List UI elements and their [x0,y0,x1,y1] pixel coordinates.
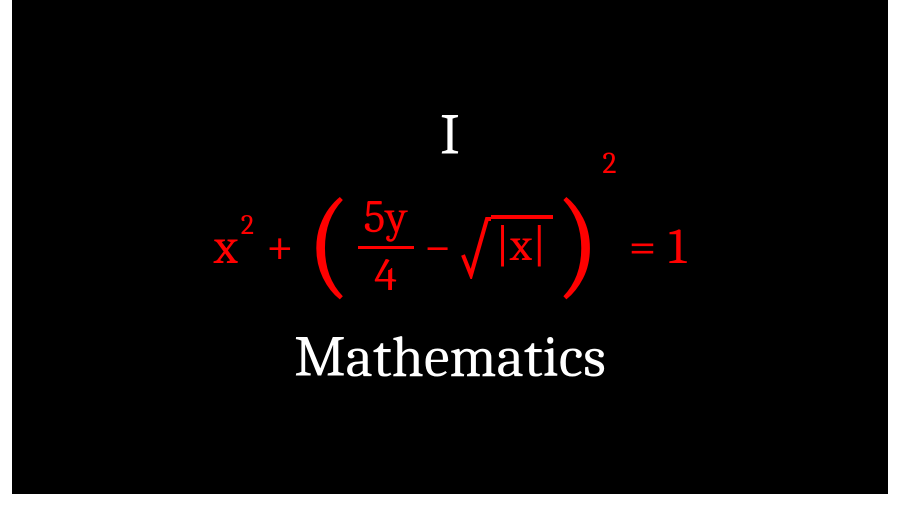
fraction-numerator: 5y [358,191,414,246]
plus-sign: + [266,222,294,272]
right-paren: ) [555,195,601,291]
fraction-5y-over-4: 5y 4 [358,191,414,303]
radicand-wrap: |x| [491,215,552,279]
equals-sign: = [629,222,657,272]
top-text: I [440,107,460,165]
term-x-squared: x 2 [214,222,254,272]
left-paren: ( [306,195,352,291]
rhs-one: 1 [668,222,686,272]
fraction-denominator: 4 [368,249,403,304]
base-x: x [214,222,238,272]
bottom-text: Mathematics [294,329,606,387]
paren-exponent: 2 [602,149,616,179]
heart-equation: x 2 + ( 5y 4 − |x| [214,191,687,303]
paren-group: ( 5y 4 − |x| ) [306,191,617,303]
radical-icon [461,215,491,279]
exponent-2: 2 [241,211,254,239]
square-root: |x| [461,215,552,279]
black-canvas: I x 2 + ( 5y 4 − [12,0,888,494]
radicand: |x| [491,219,552,269]
paren-inner: 5y 4 − |x| [354,191,553,303]
minus-sign: − [424,222,452,272]
